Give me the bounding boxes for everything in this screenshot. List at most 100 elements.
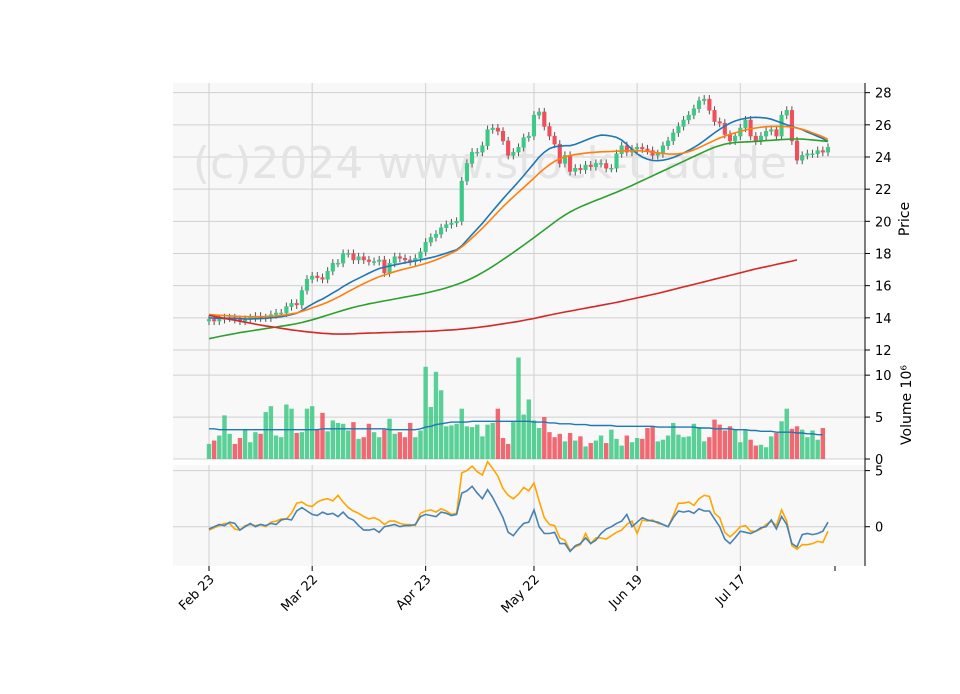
volume-bar — [356, 438, 361, 459]
volume-bar — [701, 441, 707, 459]
volume-bar — [820, 427, 826, 459]
candle — [392, 256, 397, 264]
price-y-tick-label: 26 — [875, 119, 892, 134]
candle — [542, 111, 547, 127]
volume-bar — [371, 432, 377, 459]
volume-bar — [320, 412, 325, 459]
volume-bar — [521, 414, 526, 459]
candle — [640, 147, 645, 150]
candle — [500, 131, 506, 142]
candle — [671, 132, 676, 142]
volume-layer — [206, 357, 826, 459]
volume-bar — [748, 439, 753, 459]
volume-bar — [794, 426, 800, 459]
candle — [299, 290, 304, 306]
candle — [526, 135, 531, 138]
price-y-tick-label: 18 — [875, 247, 892, 262]
volume-bar — [248, 442, 253, 459]
volume-y-tick-label: 5 — [875, 411, 883, 426]
volume-bar — [469, 427, 475, 459]
candle — [733, 135, 738, 142]
candle — [743, 119, 748, 129]
candle — [428, 237, 433, 243]
candle — [681, 119, 686, 127]
candle — [294, 303, 299, 306]
volume-bar — [789, 428, 795, 459]
volume-bar — [433, 371, 439, 459]
volume-bar — [294, 433, 299, 459]
volume-bar — [640, 438, 645, 459]
candle — [784, 110, 789, 116]
candle — [356, 256, 361, 261]
volume-bar — [299, 432, 305, 459]
candle — [423, 241, 428, 253]
candle — [310, 275, 315, 280]
volume-bar — [289, 408, 294, 459]
candle — [676, 126, 681, 134]
candle — [521, 137, 526, 148]
volume-bar — [552, 437, 557, 459]
volume-bar — [454, 423, 459, 459]
candle — [444, 224, 449, 229]
candle — [666, 140, 671, 146]
volume-bar — [547, 432, 552, 459]
candle — [325, 270, 330, 280]
volume-bar — [258, 433, 263, 459]
price-y-tick-label: 22 — [875, 183, 892, 198]
volume-bar — [712, 419, 717, 459]
volume-bar — [511, 422, 516, 459]
volume-bar — [480, 436, 485, 459]
volume-bar — [237, 438, 243, 459]
volume-bar — [325, 431, 330, 459]
candle — [686, 114, 691, 121]
candle — [614, 153, 619, 169]
oscillator-line-orange — [208, 459, 829, 552]
candle — [712, 110, 717, 122]
candle — [335, 262, 341, 265]
volume-bar — [232, 443, 237, 459]
candle — [820, 150, 825, 153]
x-tick-label: Feb 23 — [176, 572, 218, 614]
candle — [810, 153, 815, 156]
candle — [717, 121, 722, 124]
candle — [459, 180, 464, 222]
volume-bar — [263, 412, 268, 459]
candle — [635, 147, 640, 150]
volume-bar — [758, 444, 764, 459]
candle — [377, 259, 382, 262]
volume-bar — [573, 440, 578, 459]
volume-bar — [614, 438, 619, 459]
candle — [330, 262, 335, 272]
volume-bar — [743, 429, 748, 459]
candle — [588, 164, 593, 167]
volume-bar — [418, 430, 423, 459]
volume-bar — [526, 399, 532, 459]
candle — [696, 100, 702, 109]
candle — [387, 262, 392, 274]
candle — [655, 153, 660, 156]
candle — [598, 163, 604, 165]
candle — [361, 256, 366, 261]
volume-bar — [382, 429, 387, 459]
volume-bar — [624, 435, 630, 459]
ma-line-red — [208, 259, 798, 335]
volume-bar — [309, 406, 315, 459]
candle — [800, 155, 805, 161]
volume-bar — [284, 404, 289, 459]
osc-y-tick-label: 5 — [875, 465, 883, 480]
oscillator-layer — [208, 459, 829, 553]
volume-bar — [438, 390, 444, 459]
volume-bar — [273, 435, 279, 459]
volume-bar — [495, 408, 501, 459]
volume-bar — [727, 426, 733, 459]
candle — [583, 164, 588, 171]
volume-bar — [449, 425, 454, 459]
volume-bar — [598, 435, 604, 459]
candle — [604, 163, 609, 169]
price-y-tick-label: 12 — [875, 344, 892, 359]
volume-bar — [366, 423, 372, 459]
volume-bar — [402, 437, 408, 459]
candle — [454, 221, 459, 224]
volume-bar — [557, 433, 562, 459]
